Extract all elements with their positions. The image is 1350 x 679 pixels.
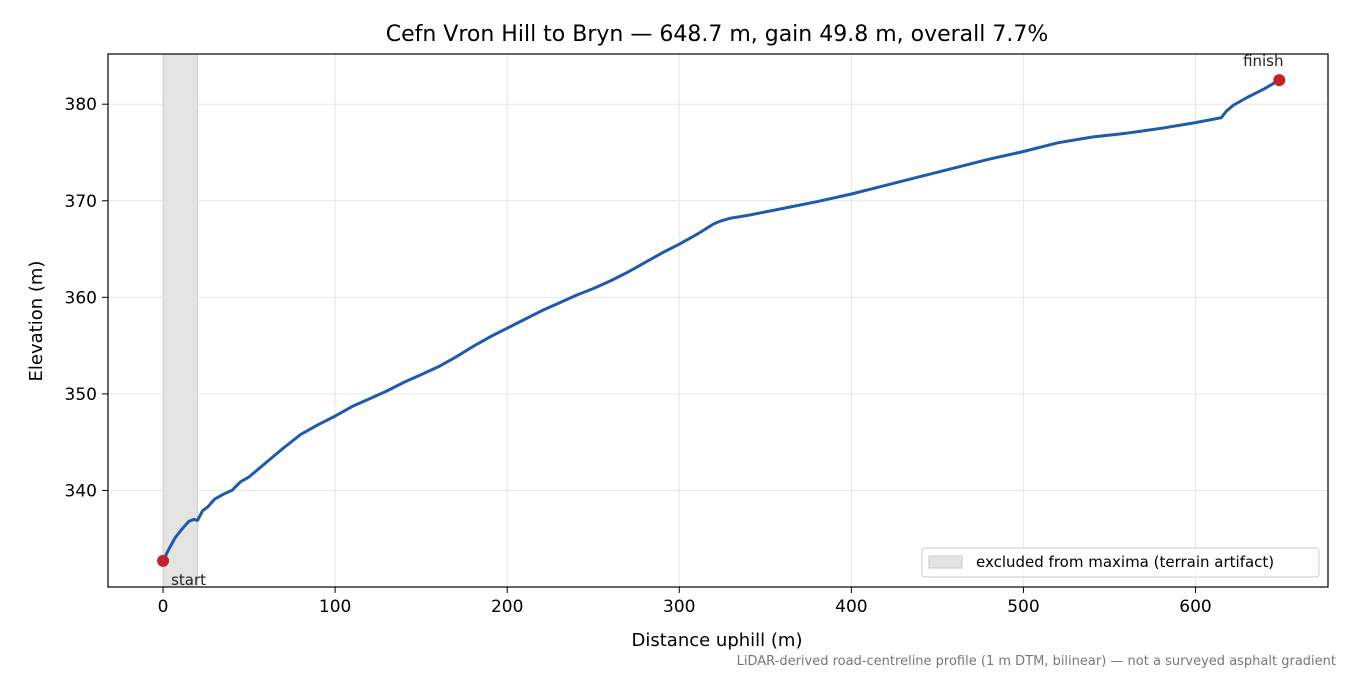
y-tick-label: 370 (65, 192, 97, 212)
y-axis-label: Elevation (m) (26, 261, 47, 382)
start-marker (157, 554, 170, 567)
legend-box (921, 547, 1320, 578)
y-tick-label: 340 (65, 481, 97, 501)
footnote: LiDAR-derived road-centreline profile (1… (737, 654, 1336, 669)
finish-marker (1273, 74, 1286, 87)
x-tick-label: 400 (835, 597, 867, 617)
y-tick-label: 360 (65, 288, 97, 308)
elevation-series-line (161, 78, 1281, 563)
grid-lines (108, 54, 1328, 587)
x-tick-label: 100 (319, 597, 351, 617)
excluded-region (162, 53, 198, 588)
legend-label: excluded from maxima (terrain artifact) (976, 553, 1274, 571)
finish-label: finish (1243, 52, 1283, 70)
series-layer (161, 78, 1281, 563)
chart-title: Cefn Vron Hill to Bryn — 648.7 m, gain 4… (386, 22, 1049, 47)
y-tick-label: 380 (65, 95, 97, 115)
excluded-region-layer (162, 53, 198, 588)
x-tick-label: 300 (663, 597, 695, 617)
x-tick-label: 500 (1007, 597, 1039, 617)
marker-layer: start finish (157, 52, 1286, 589)
y-tick-label: 350 (65, 385, 97, 405)
axis-ticks: 0 100 200 300 400 500 600 340 350 360 370 380 (65, 95, 1212, 617)
legend: excluded from maxima (terrain artifact) (921, 547, 1320, 578)
legend-swatch (928, 555, 963, 569)
plot-frame (107, 53, 1329, 588)
x-tick-label: 200 (491, 597, 523, 617)
x-tick-label: 600 (1179, 597, 1211, 617)
x-tick-label: 0 (158, 597, 169, 617)
x-axis-label: Distance uphill (m) (632, 630, 803, 651)
start-label: start (171, 571, 206, 589)
